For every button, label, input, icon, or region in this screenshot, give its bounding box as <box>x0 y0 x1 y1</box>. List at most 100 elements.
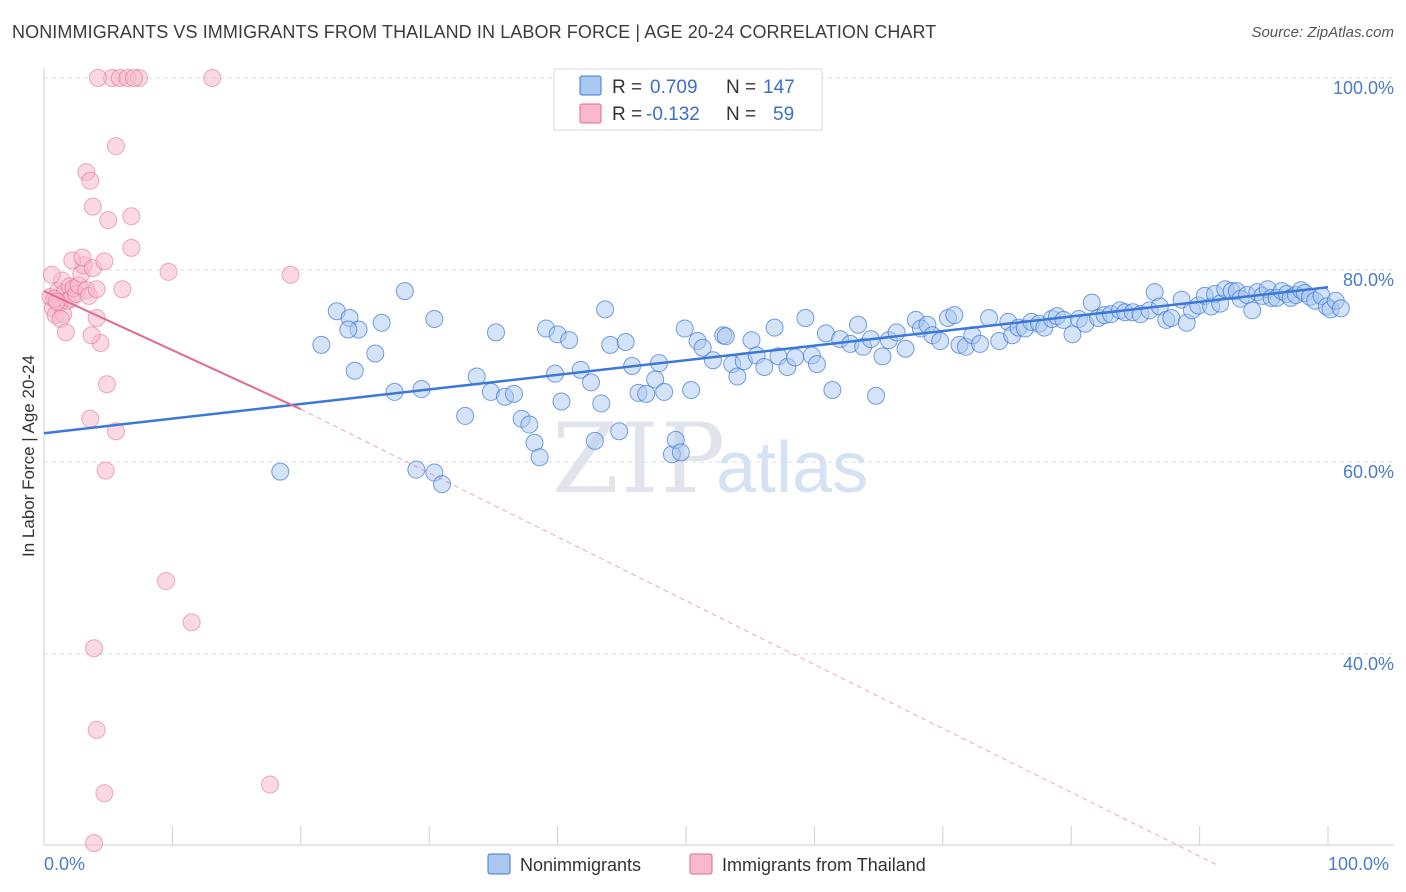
immigrants-point-21 <box>56 323 75 342</box>
nonimmigrants-point-32 <box>616 333 635 351</box>
legend-n-label-2: N = <box>726 104 756 125</box>
immigrants-trend-line <box>43 290 302 411</box>
chart-title: NONIMMIGRANTS VS IMMIGRANTS FROM THAILAN… <box>12 22 937 42</box>
legend-bottom-label-nonimmigrants: Nonimmigrants <box>520 855 641 875</box>
nonimmigrants-point-47 <box>716 327 735 346</box>
nonimmigrants-point-29 <box>596 300 615 319</box>
immigrants-point-33 <box>81 171 100 190</box>
nonimmigrants-point-143 <box>1331 299 1350 318</box>
nonimmigrants-point-7 <box>395 282 414 301</box>
nonimmigrants-point-96 <box>1063 325 1082 344</box>
nonimmigrants-point-28 <box>592 394 611 413</box>
immigrants-point-43 <box>99 211 118 230</box>
nonimmigrants-point-41 <box>675 319 694 338</box>
nonimmigrants-point-9 <box>425 309 444 328</box>
nonimmigrants-trend-line <box>43 286 1329 435</box>
nonimmigrants-point-58 <box>796 309 815 327</box>
immigrants-point-41 <box>106 137 125 156</box>
nonimmigrants-point-31 <box>610 422 629 441</box>
legend-n-value-1: 147 <box>763 77 795 98</box>
immigrants-point-44 <box>122 238 141 257</box>
legend-r-label-2: R = <box>612 104 642 125</box>
nonimmigrants-point-145 <box>407 460 426 479</box>
immigrants-point-53 <box>182 613 201 632</box>
nonimmigrants-point-30 <box>601 335 620 354</box>
nonimmigrants-point-111 <box>1162 309 1181 327</box>
legend-r-value-2: -0.132 <box>646 104 700 125</box>
nonimmigrants-point-23 <box>552 392 571 411</box>
nonimmigrants-point-83 <box>971 334 990 353</box>
nonimmigrants-point-13 <box>486 323 505 342</box>
trend-lines <box>43 286 1329 866</box>
nonimmigrants-point-71 <box>887 323 906 342</box>
legend-swatch-blue <box>579 75 602 96</box>
immigrants-point-48 <box>159 262 178 281</box>
immigrants-point-56 <box>95 784 114 803</box>
immigrants-point-54 <box>85 639 104 658</box>
legend-r-label-1: R = <box>612 77 642 98</box>
nonimmigrants-point-77 <box>931 332 950 351</box>
immigrants-points <box>41 69 300 853</box>
nonimmigrants-point-38 <box>655 382 674 401</box>
immigrants-point-49 <box>281 265 300 284</box>
y-tick-label-100: 100.0% <box>1333 78 1394 98</box>
y-tick-label-40: 40.0% <box>1343 654 1394 674</box>
y-tick-label-60: 60.0% <box>1343 462 1394 482</box>
immigrants-point-42 <box>83 197 102 216</box>
nonimmigrants-point-19 <box>530 448 549 467</box>
nonimmigrants-point-54 <box>765 318 784 337</box>
nonimmigrants-point-125 <box>1243 301 1262 320</box>
immigrants-point-45 <box>122 207 141 226</box>
nonimmigrants-point-4 <box>345 361 364 380</box>
nonimmigrants-point-79 <box>945 306 964 325</box>
immigrants-point-51 <box>96 461 115 480</box>
nonimmigrants-point-68 <box>867 386 886 405</box>
nonimmigrants-point-150 <box>671 443 690 462</box>
y-tick-labels: 40.0% 60.0% 80.0% 100.0% <box>1333 78 1394 674</box>
nonimmigrants-point-35 <box>637 384 656 403</box>
nonimmigrants-point-99 <box>1082 293 1101 312</box>
x-tick-label-min: 0.0% <box>44 854 85 874</box>
immigrants-point-40 <box>203 69 222 87</box>
nonimmigrants-point-148 <box>339 320 358 339</box>
immigrants-point-19 <box>47 292 66 311</box>
nonimmigrants-point-25 <box>571 360 590 379</box>
y-tick-label-80: 80.0% <box>1343 270 1394 290</box>
legend-bottom: Nonimmigrants Immigrants from Thailand <box>487 853 926 875</box>
immigrants-point-39 <box>124 69 143 87</box>
nonimmigrants-point-0 <box>312 335 331 354</box>
nonimmigrants-point-26 <box>581 373 600 392</box>
immigrants-point-58 <box>85 834 104 853</box>
nonimmigrants-point-24 <box>560 331 579 350</box>
nonimmigrants-point-149 <box>372 313 391 332</box>
nonimmigrants-point-5 <box>366 344 385 363</box>
legend-bottom-swatch-pink <box>689 853 713 875</box>
nonimmigrants-point-51 <box>742 331 761 350</box>
immigrants-point-57 <box>260 775 279 794</box>
nonimmigrants-point-27 <box>585 431 604 450</box>
y-axis-label: In Labor Force | Age 20-24 <box>19 355 38 557</box>
nonimmigrants-point-62 <box>823 381 842 399</box>
watermark-atlas: atlas <box>716 428 868 508</box>
legend-top: R = 0.709 N = 147 R = -0.132 N = 59 <box>553 68 823 131</box>
source-label: Source: ZipAtlas.com <box>1251 24 1394 41</box>
nonimmigrants-point-15 <box>504 384 523 403</box>
immigrants-point-35 <box>88 69 107 87</box>
nonimmigrants-point-57 <box>786 348 805 367</box>
legend-n-value-2: 59 <box>773 104 794 125</box>
nonimmigrants-point-53 <box>755 357 774 376</box>
nonimmigrants-point-49 <box>728 367 747 386</box>
nonimmigrants-point-60 <box>807 355 826 374</box>
legend-r-value-1: 0.709 <box>650 77 698 98</box>
nonimmigrants-point-44 <box>693 338 712 357</box>
legend-n-label-1: N = <box>726 77 756 98</box>
immigrants-point-29 <box>106 422 125 441</box>
nonimmigrants-points <box>271 280 1350 494</box>
x-tick-label-max: 100.0% <box>1328 854 1389 874</box>
nonimmigrants-point-72 <box>896 339 915 358</box>
watermark-zip: ZIP <box>552 403 727 515</box>
immigrants-point-46 <box>81 409 100 428</box>
immigrants-point-47 <box>95 252 114 271</box>
immigrants-point-26 <box>87 280 106 299</box>
